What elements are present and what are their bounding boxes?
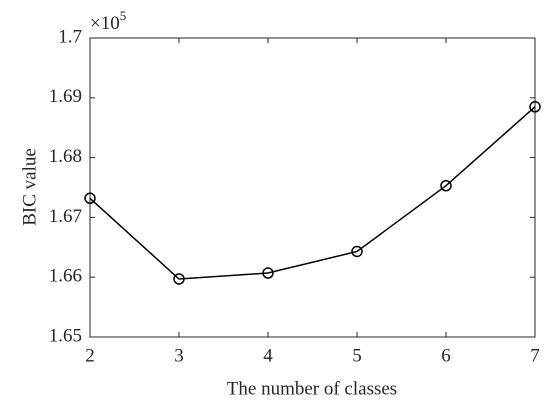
marker	[440, 179, 452, 192]
x-tick-label: 3	[174, 345, 184, 366]
y-tick-label: 1.7	[58, 26, 82, 47]
y-multiplier: ×105	[90, 8, 126, 34]
y-tick-label: 1.69	[49, 86, 82, 107]
x-tick-label: 5	[352, 345, 362, 366]
y-multiplier-base: ×10	[90, 13, 120, 34]
y-multiplier-exponent: 5	[120, 8, 127, 23]
x-axis-label: The number of classes	[227, 378, 397, 399]
marker	[262, 267, 274, 279]
y-axis-label: BIC value	[19, 148, 40, 226]
y-tick-label: 1.67	[49, 206, 82, 227]
line	[89, 106, 536, 280]
marker	[529, 101, 541, 113]
x-tick-label: 6	[441, 345, 451, 366]
y-tick-label: 1.65	[49, 325, 82, 346]
marker	[351, 245, 363, 258]
marker	[84, 192, 96, 205]
x-tick-label: 7	[530, 345, 540, 366]
y-tick-label: 1.68	[49, 146, 82, 167]
x-tick-label: 2	[85, 345, 95, 366]
plot-box	[89, 37, 536, 338]
marker	[173, 273, 185, 285]
x-tick-label: 4	[263, 345, 273, 366]
y-tick-label: 1.66	[49, 266, 82, 287]
